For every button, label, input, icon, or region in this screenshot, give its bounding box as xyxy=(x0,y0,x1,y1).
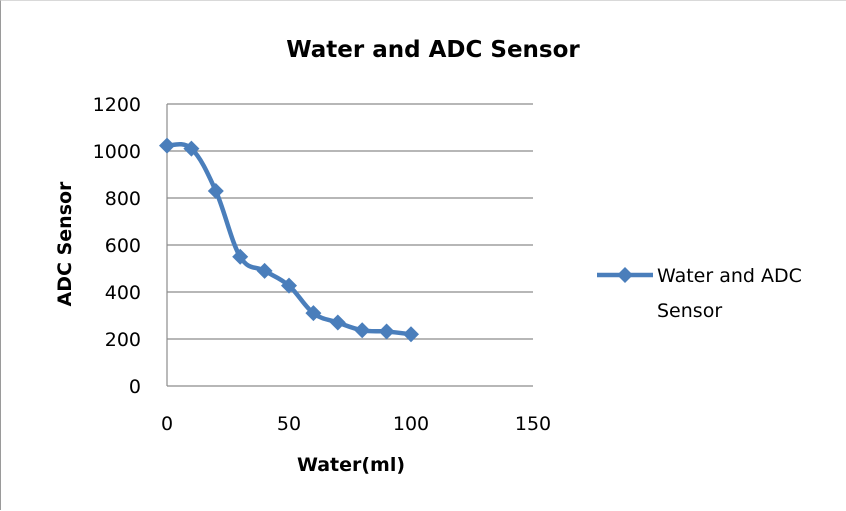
data-point-marker xyxy=(281,277,297,294)
y-axis-title: ADC Sensor xyxy=(54,181,76,306)
data-point-marker xyxy=(354,322,371,339)
x-tick-label: 0 xyxy=(161,413,173,435)
data-point-marker xyxy=(183,140,200,157)
data-point-marker xyxy=(232,248,249,265)
series-layer xyxy=(159,137,419,343)
data-point-marker xyxy=(403,326,419,343)
data-point-marker xyxy=(329,314,346,331)
legend: Water and ADC Sensor xyxy=(597,265,802,322)
y-tick-label: 600 xyxy=(105,235,141,257)
grid-layer xyxy=(167,103,533,340)
data-point-marker xyxy=(305,305,322,322)
x-tick-label: 150 xyxy=(515,413,551,435)
chart-title: Water and ADC Sensor xyxy=(286,37,580,63)
series-line xyxy=(164,141,414,337)
legend-label: Water and ADC Sensor xyxy=(657,265,802,322)
y-tick-label: 400 xyxy=(105,282,141,304)
data-point-marker xyxy=(159,137,175,154)
data-point-marker xyxy=(207,182,224,199)
data-point-marker xyxy=(378,323,395,340)
data-point-marker xyxy=(256,262,273,279)
axis-layer: 0 200 400 600 800 1000 1200 0 50 100 150 xyxy=(93,94,551,435)
y-tick-label: 1000 xyxy=(93,141,141,163)
x-tick-label: 50 xyxy=(277,413,301,435)
y-tick-label: 800 xyxy=(105,188,141,210)
y-tick-label: 0 xyxy=(129,376,141,398)
x-axis-title: Water(ml) xyxy=(297,454,405,476)
x-tick-label: 100 xyxy=(393,413,429,435)
y-tick-label: 200 xyxy=(105,329,141,351)
y-tick-label: 1200 xyxy=(93,94,141,116)
legend-marker xyxy=(617,267,633,283)
